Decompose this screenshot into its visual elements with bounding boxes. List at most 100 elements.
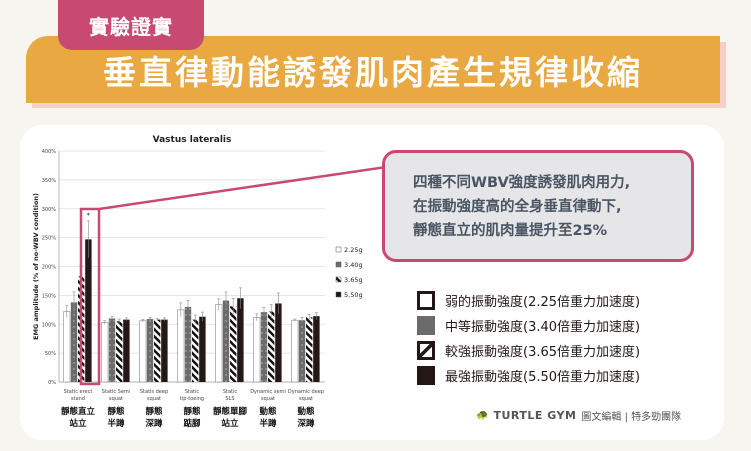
x-tick-label: squat — [109, 396, 123, 402]
x-tick-label: squat — [147, 396, 161, 402]
y-tick-label: 250% — [42, 236, 57, 242]
legend-item: 最強振動強度(5.50倍重力加速度) — [417, 363, 640, 388]
bar — [108, 318, 116, 382]
x-tick-label: squat — [261, 396, 275, 402]
intensity-legend: 弱的振動強度(2.25倍重力加速度) 中等振動強度(3.40倍重力加速度) 較強… — [417, 288, 640, 388]
y-tick-label: 200% — [42, 265, 57, 271]
x-tick-label: stand — [71, 396, 85, 402]
y-tick-label: 300% — [42, 207, 57, 213]
bar — [70, 302, 78, 382]
bar — [215, 304, 223, 383]
x-category-zh: 半蹲 — [107, 418, 125, 429]
bar — [291, 319, 299, 383]
chart-title: Vastus lateralis — [153, 135, 232, 145]
series-legend-swatch — [335, 276, 342, 283]
black-square-icon — [417, 366, 435, 385]
bar — [101, 322, 109, 383]
bar — [85, 239, 92, 382]
bar — [260, 312, 268, 382]
x-category-zh: 動態 — [297, 406, 315, 417]
series-legend-swatch — [335, 246, 342, 253]
bar — [306, 317, 313, 382]
y-tick-label: 150% — [42, 293, 57, 299]
x-category-zh: 靜態直立 — [61, 406, 96, 417]
bar — [116, 321, 123, 382]
section-tab: 實驗證實 — [58, 0, 204, 50]
bar — [139, 320, 147, 383]
highlight-box — [79, 207, 101, 386]
x-category-zh: 深蹲 — [145, 418, 163, 429]
y-tick-label: 0% — [48, 380, 56, 386]
x-category-zh: 靜態單腳 — [213, 406, 248, 417]
x-category-zh: 半蹲 — [259, 418, 277, 429]
footer-text: 圖文編輯 | 特多勁團隊 — [581, 412, 682, 423]
x-tick-label: Dynamic deep — [288, 389, 324, 395]
x-tick-label: Dynamic semi — [250, 389, 286, 395]
bar — [199, 316, 206, 382]
gray-square-icon — [417, 316, 435, 335]
bar — [313, 316, 320, 382]
x-category-zh: 深蹲 — [297, 418, 315, 429]
turtle-logo-icon: 🐢 — [476, 410, 489, 421]
x-tick-label: Static — [223, 389, 238, 395]
white-square-icon — [417, 291, 435, 310]
bar — [222, 300, 230, 382]
x-category-zh: 站立 — [221, 418, 239, 429]
series-legend-label: 2.25g — [344, 246, 363, 254]
legend-label: 中等振動強度(3.40倍重力加速度) — [445, 320, 641, 335]
x-tick-label: tip-toeing — [180, 396, 204, 402]
bar — [298, 320, 306, 382]
bar — [177, 309, 185, 383]
legend-item: 中等振動強度(3.40倍重力加速度) — [417, 313, 640, 338]
series-legend-label: 3.40g — [344, 261, 363, 269]
x-tick-label: Static — [185, 389, 200, 395]
bar — [123, 319, 130, 382]
legend-label: 較強振動強度(3.65倍重力加速度) — [445, 345, 641, 360]
y-tick-label: 350% — [42, 178, 57, 184]
x-tick-label: squat — [299, 396, 313, 402]
footer-logo: TURTLE GYM — [493, 409, 577, 422]
bar — [63, 311, 71, 383]
callout-line: 四種不同WBV強度誘發肌肉用力, — [413, 175, 631, 191]
legend-item: 較強振動強度(3.65倍重力加速度) — [417, 338, 640, 363]
x-category-zh: 靜態 — [145, 406, 163, 417]
legend-label: 最強振動強度(5.50倍重力加速度) — [445, 370, 641, 385]
callout-line: 在振動強度高的全身垂直律動下, — [413, 199, 622, 215]
x-tick-label: Static Semi — [102, 389, 130, 395]
series-legend-label: 5.50g — [344, 291, 363, 299]
series-legend-label: 3.65g — [344, 276, 363, 284]
bar — [192, 319, 199, 382]
series-legend-swatch — [335, 261, 342, 268]
callout-connector — [98, 165, 387, 211]
bar — [146, 319, 154, 382]
x-tick-label: Static erect — [64, 389, 93, 395]
x-category-zh: 站立 — [69, 418, 87, 429]
significance-mark: * — [86, 212, 90, 220]
y-tick-label: 100% — [42, 322, 57, 328]
x-category-zh: 踮腳 — [183, 418, 201, 429]
footer-credit: 🐢 TURTLE GYM 圖文編輯 | 特多勁團隊 — [476, 408, 681, 423]
bar — [161, 319, 168, 382]
bar — [268, 311, 275, 382]
y-axis-label: EMG amplitude (% of no-WBV condition) — [32, 193, 40, 340]
callout-line: 靜態直立的肌肉量提升至25% — [413, 223, 608, 239]
bar — [154, 319, 161, 382]
y-tick-label: 400% — [42, 149, 57, 155]
legend-label: 弱的振動強度(2.25倍重力加速度) — [445, 295, 641, 310]
striped-square-icon — [417, 341, 435, 360]
x-category-zh: 動態 — [259, 406, 277, 417]
bar — [253, 317, 261, 383]
callout-box: 四種不同WBV強度誘發肌肉用力, 在振動強度高的全身垂直律動下, 靜態直立的肌肉… — [382, 150, 694, 262]
bar — [230, 306, 237, 382]
x-tick-label: Statis deep — [140, 389, 168, 395]
bar — [184, 306, 192, 382]
bar — [237, 298, 244, 382]
bar — [275, 303, 282, 382]
x-category-zh: 靜態 — [183, 406, 201, 417]
x-tick-label: SLS — [225, 396, 234, 402]
x-category-zh: 靜態 — [107, 406, 125, 417]
y-tick-label: 50% — [45, 351, 56, 357]
legend-item: 弱的振動強度(2.25倍重力加速度) — [417, 288, 640, 313]
series-legend-swatch — [335, 291, 342, 298]
